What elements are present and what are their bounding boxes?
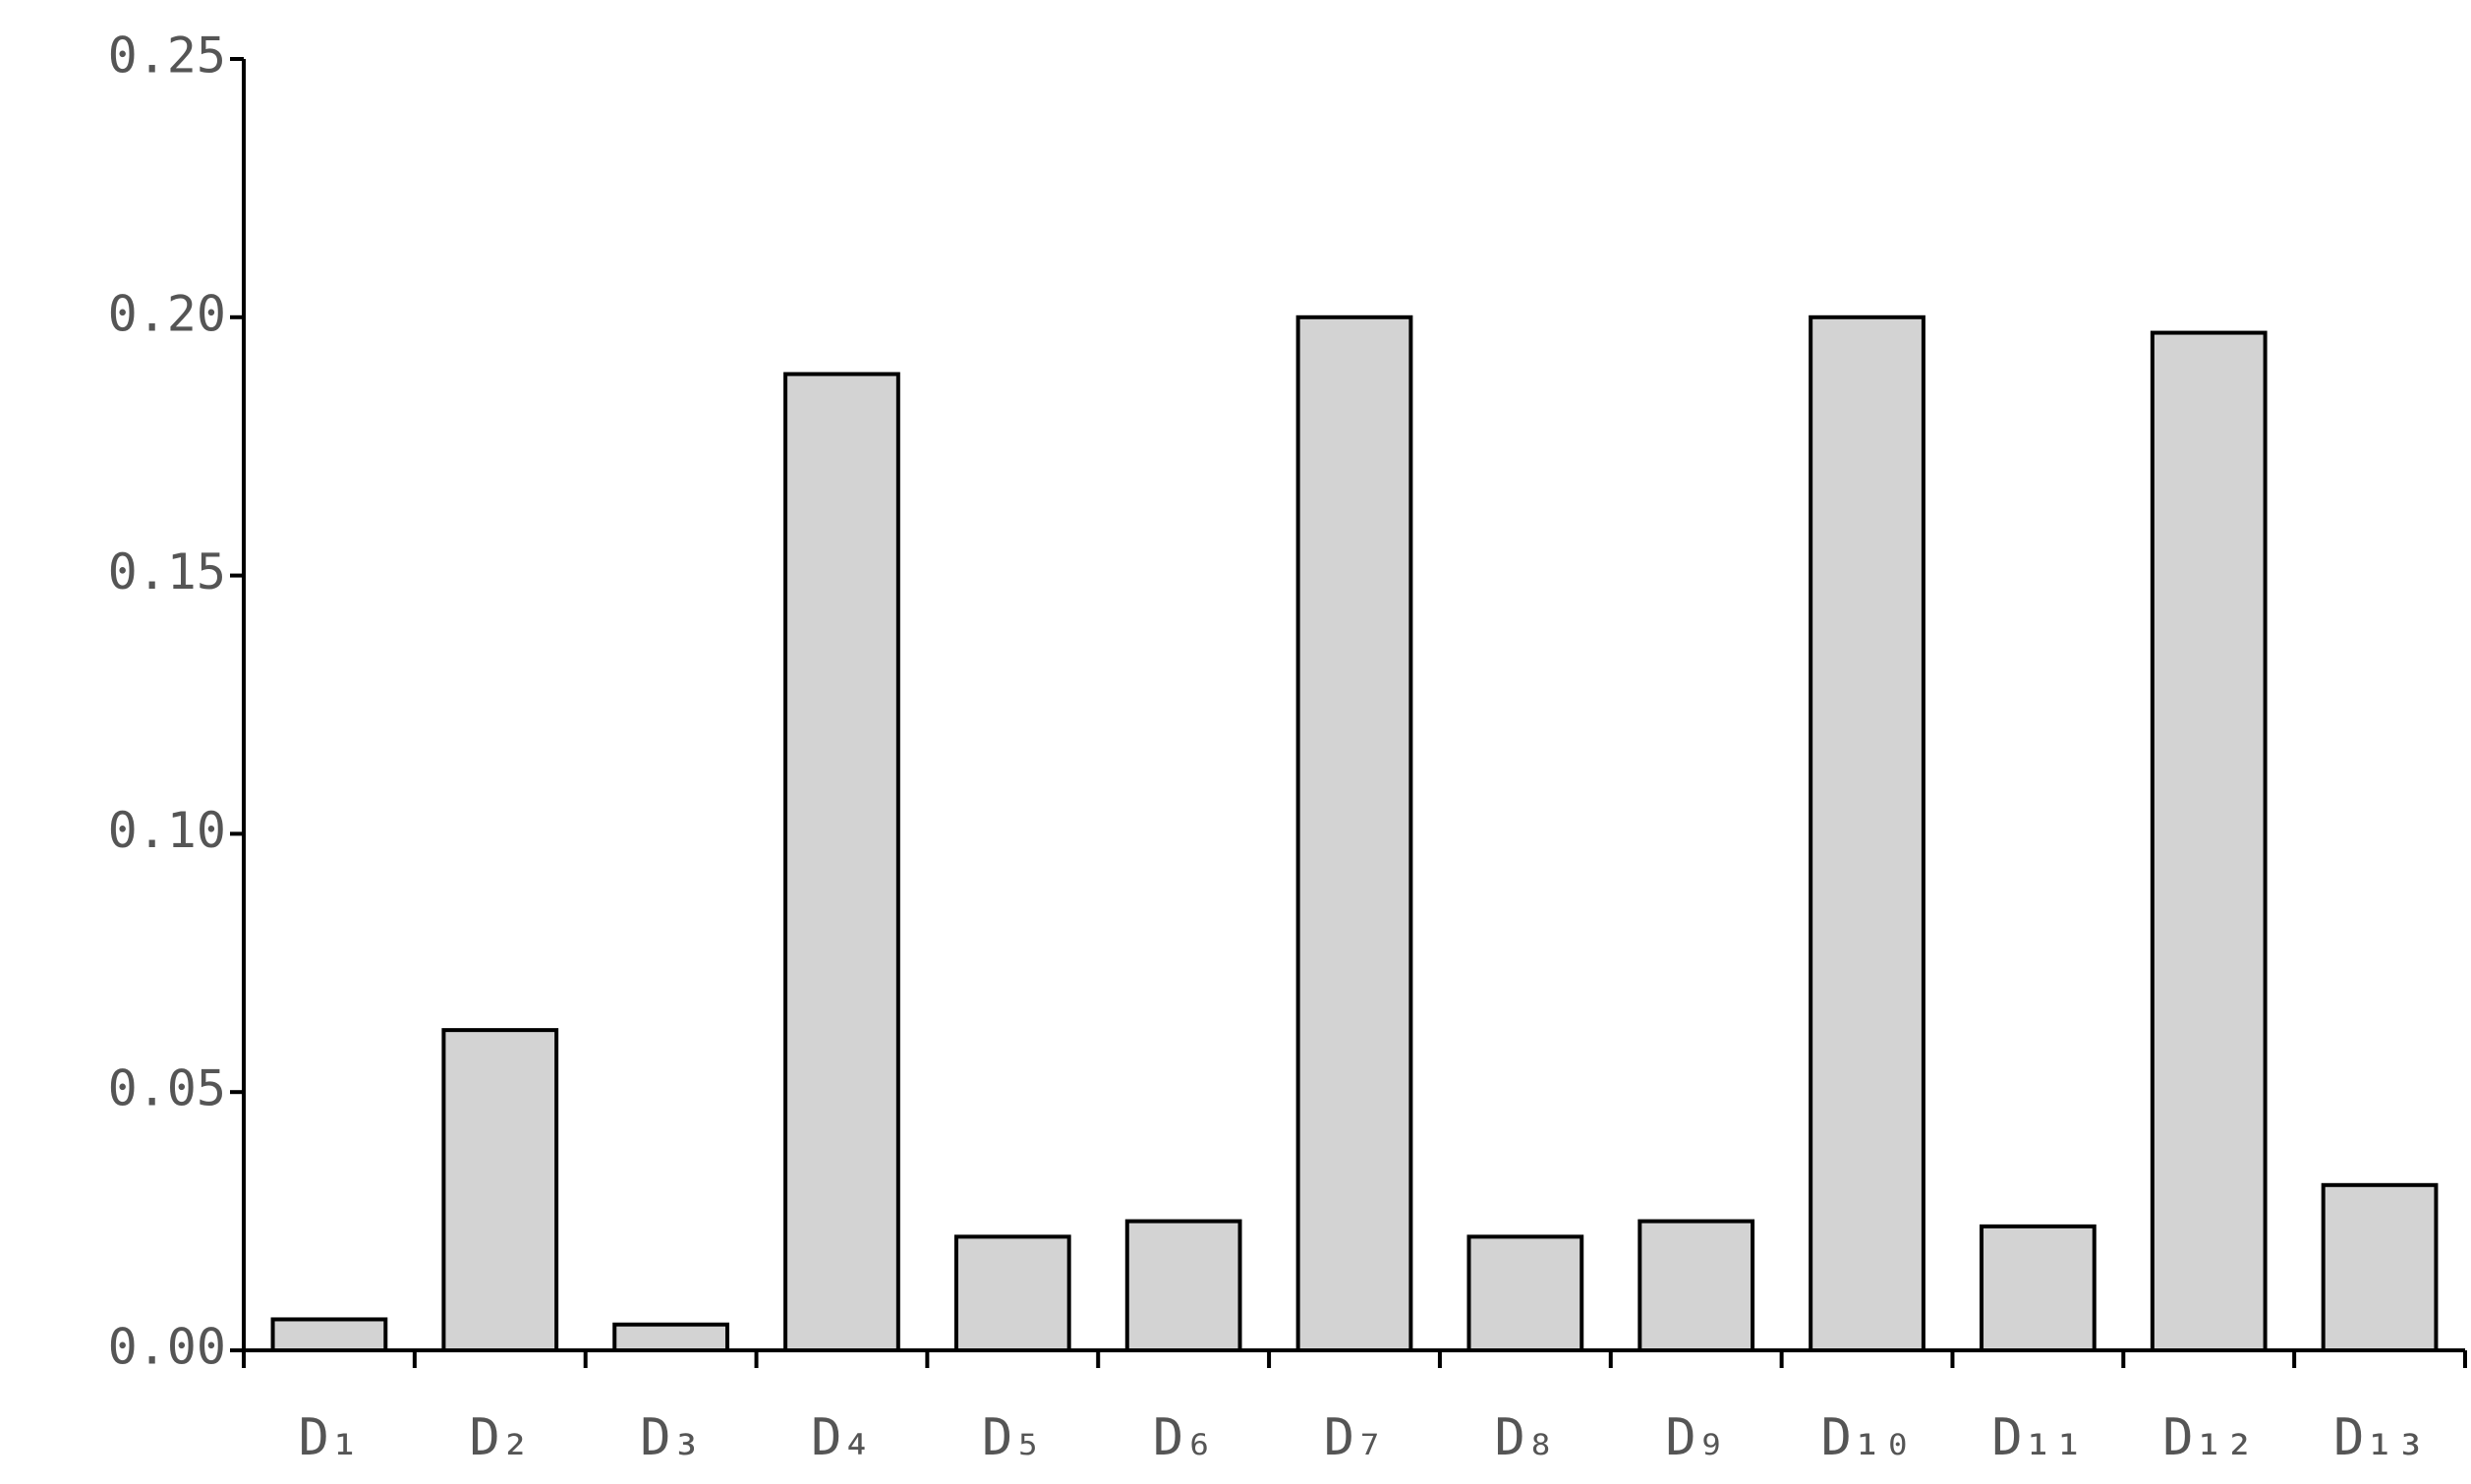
bar bbox=[612, 1322, 729, 1352]
y-tick-label: 0.25 bbox=[108, 28, 226, 85]
x-tick-label: D₁₃ bbox=[2333, 1408, 2426, 1467]
x-tick-label: D₁ bbox=[299, 1408, 361, 1467]
bar bbox=[1295, 314, 1413, 1352]
x-tick-label: D₆ bbox=[1153, 1408, 1215, 1467]
bar bbox=[783, 371, 900, 1352]
x-tick-label: D₉ bbox=[1665, 1408, 1727, 1467]
x-tick-label: D₈ bbox=[1495, 1408, 1557, 1467]
bar bbox=[1638, 1219, 1755, 1352]
bar bbox=[1124, 1219, 1242, 1352]
x-tick-label: D₁₀ bbox=[1821, 1408, 1914, 1467]
bar bbox=[441, 1028, 559, 1353]
bar bbox=[1809, 314, 1925, 1352]
bar bbox=[953, 1234, 1071, 1353]
x-tick-label: D₅ bbox=[982, 1408, 1044, 1467]
bar bbox=[1980, 1224, 2097, 1352]
x-tick-label: D₃ bbox=[640, 1408, 702, 1467]
y-tick-label: 0.20 bbox=[108, 285, 226, 342]
y-tick-label: 0.10 bbox=[108, 802, 226, 859]
x-tick-label: D₂ bbox=[469, 1408, 531, 1467]
x-tick-label: D₄ bbox=[811, 1408, 873, 1467]
bar bbox=[270, 1317, 388, 1352]
y-tick-label: 0.15 bbox=[108, 543, 226, 600]
bar bbox=[1466, 1234, 1584, 1353]
x-tick-label: D₁₂ bbox=[2162, 1408, 2255, 1467]
y-tick-label: 0.00 bbox=[108, 1319, 226, 1376]
bar bbox=[2321, 1182, 2439, 1352]
x-tick-label: D₁₁ bbox=[1991, 1408, 2084, 1467]
bar bbox=[2150, 330, 2268, 1352]
y-tick-label: 0.05 bbox=[108, 1060, 226, 1117]
x-tick-label: D₇ bbox=[1324, 1408, 1386, 1467]
